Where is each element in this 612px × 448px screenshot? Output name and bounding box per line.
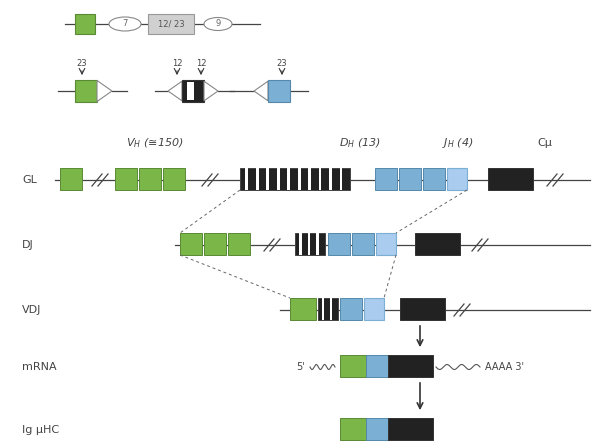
Bar — [187, 82, 194, 100]
Text: J$_H$ (4): J$_H$ (4) — [442, 136, 474, 150]
Text: 12: 12 — [172, 60, 182, 69]
Bar — [447, 168, 467, 190]
Text: 9: 9 — [215, 20, 220, 29]
Text: 23: 23 — [76, 60, 88, 69]
Bar — [75, 14, 95, 34]
Bar — [308, 168, 311, 190]
Bar — [182, 80, 204, 102]
Text: 12: 12 — [196, 60, 206, 69]
Bar — [319, 168, 321, 190]
Text: Cμ: Cμ — [537, 138, 553, 148]
Bar — [366, 355, 388, 377]
Text: 7: 7 — [122, 20, 128, 29]
Bar — [266, 168, 269, 190]
Bar — [308, 233, 310, 255]
Text: Ig μHC: Ig μHC — [22, 425, 59, 435]
Bar — [364, 298, 384, 320]
Ellipse shape — [204, 17, 232, 30]
Bar — [163, 168, 185, 190]
Bar — [388, 355, 433, 377]
Bar — [297, 168, 300, 190]
Bar — [60, 168, 82, 190]
Bar — [423, 168, 445, 190]
Bar — [330, 298, 332, 320]
Text: 23: 23 — [277, 60, 287, 69]
Text: 12/ 23: 12/ 23 — [158, 20, 184, 29]
Bar — [256, 168, 259, 190]
Text: VDJ: VDJ — [22, 305, 42, 315]
Bar — [290, 298, 316, 320]
Bar — [388, 418, 433, 440]
Text: 5': 5' — [296, 362, 305, 372]
Bar — [340, 418, 366, 440]
Bar — [245, 168, 248, 190]
Bar — [228, 233, 250, 255]
Bar — [340, 168, 342, 190]
Text: V$_H$ (≅150): V$_H$ (≅150) — [126, 136, 184, 150]
Text: DJ: DJ — [22, 240, 34, 250]
Polygon shape — [254, 81, 268, 101]
Bar — [318, 298, 338, 320]
Bar — [180, 233, 202, 255]
Bar — [268, 80, 290, 102]
Bar — [340, 355, 366, 377]
Text: mRNA: mRNA — [22, 362, 57, 372]
Bar — [415, 233, 460, 255]
Bar — [322, 298, 324, 320]
Bar — [340, 298, 362, 320]
Bar — [400, 298, 445, 320]
Polygon shape — [204, 81, 218, 101]
Bar — [299, 233, 302, 255]
Polygon shape — [97, 81, 112, 102]
Text: GL: GL — [22, 175, 37, 185]
Bar — [352, 233, 374, 255]
Bar — [204, 233, 226, 255]
Bar — [376, 233, 396, 255]
Bar — [148, 14, 194, 34]
Bar — [399, 168, 421, 190]
Bar — [316, 233, 319, 255]
Bar — [277, 168, 280, 190]
Text: D$_H$ (13): D$_H$ (13) — [339, 136, 381, 150]
Polygon shape — [168, 81, 182, 101]
Bar — [139, 168, 161, 190]
Bar — [287, 168, 290, 190]
Bar — [75, 80, 97, 102]
Bar — [488, 168, 533, 190]
Bar — [375, 168, 397, 190]
Bar — [115, 168, 137, 190]
Bar — [240, 168, 350, 190]
Bar — [329, 168, 332, 190]
Ellipse shape — [109, 17, 141, 31]
Text: AAAA 3': AAAA 3' — [485, 362, 524, 372]
Bar — [366, 418, 388, 440]
Bar — [328, 233, 350, 255]
Bar — [295, 233, 325, 255]
